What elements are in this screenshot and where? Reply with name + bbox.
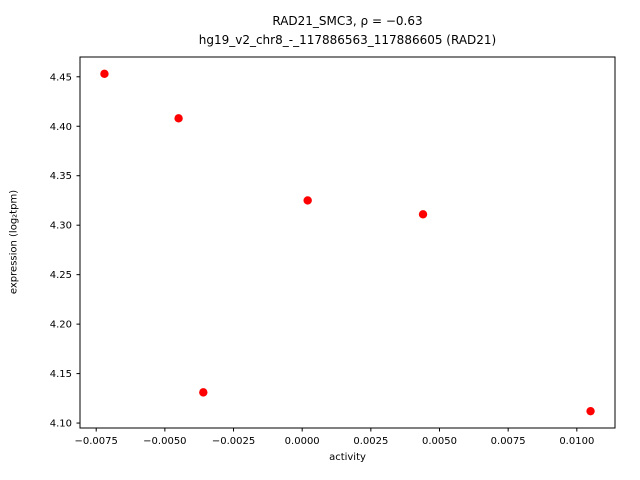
y-tick-label: 4.35 bbox=[50, 171, 72, 182]
y-tick-label: 4.10 bbox=[50, 419, 72, 430]
x-tick-label: 0.0050 bbox=[422, 436, 457, 447]
x-tick-label: 0.0000 bbox=[285, 436, 320, 447]
data-point bbox=[174, 114, 183, 123]
x-tick-label: −0.0025 bbox=[212, 436, 255, 447]
y-tick-label: 4.20 bbox=[50, 320, 72, 331]
x-axis-label: activity bbox=[329, 452, 366, 463]
y-tick-label: 4.15 bbox=[50, 369, 72, 380]
data-point bbox=[199, 388, 208, 397]
x-tick-label: 0.0025 bbox=[353, 436, 388, 447]
y-tick-label: 4.30 bbox=[50, 221, 72, 232]
chart-title-line2: hg19_v2_chr8_-_117886563_117886605 (RAD2… bbox=[198, 33, 497, 47]
chart-title-line1: RAD21_SMC3, ρ = −0.63 bbox=[272, 14, 423, 28]
y-tick-label: 4.25 bbox=[50, 270, 72, 281]
x-tick-label: 0.0075 bbox=[491, 436, 526, 447]
data-point bbox=[586, 406, 595, 416]
axes-frame bbox=[79, 56, 616, 429]
x-tick-label: −0.0050 bbox=[143, 436, 186, 447]
data-point bbox=[418, 210, 428, 219]
y-tick-label: 4.40 bbox=[50, 122, 72, 133]
data-point bbox=[100, 69, 109, 79]
y-tick-label: 4.45 bbox=[50, 72, 72, 83]
data-point bbox=[303, 196, 312, 205]
x-tick-label: −0.0075 bbox=[75, 436, 118, 447]
x-tick-label: 0.0100 bbox=[559, 436, 594, 447]
